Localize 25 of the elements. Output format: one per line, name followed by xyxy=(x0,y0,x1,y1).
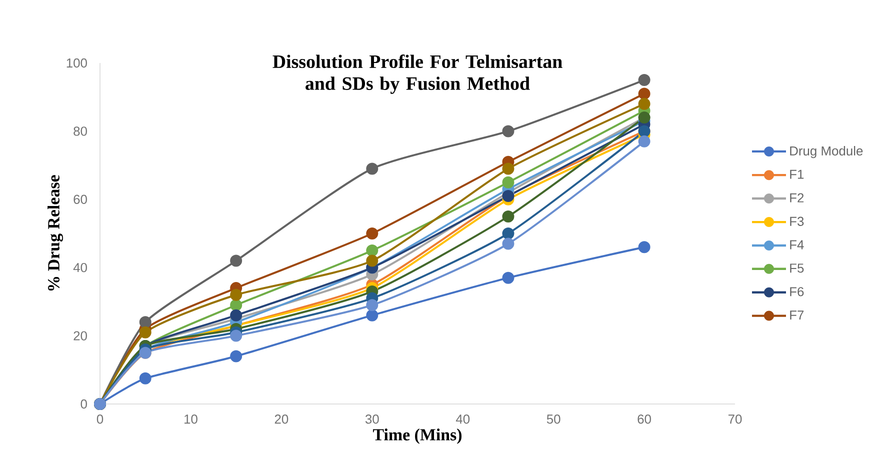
x-tick-label: 10 xyxy=(184,414,198,424)
legend-label: F3 xyxy=(790,216,804,226)
x-tick-label: 30 xyxy=(365,414,379,424)
y-tick-label: 80 xyxy=(74,126,87,136)
x-tick-label: 60 xyxy=(638,414,651,424)
x-tick-label: 0 xyxy=(96,414,104,424)
chart-title: Dissolution Profile For Telmisartan and SDs by Fusion Method xyxy=(272,54,562,94)
legend-label: Drug Module xyxy=(790,146,863,158)
legend-label: F1 xyxy=(790,170,804,179)
y-tick-label: 0 xyxy=(80,399,87,409)
legend-label: F6 xyxy=(790,287,804,296)
y-tick-label: 40 xyxy=(73,263,87,272)
legend-label: F5 xyxy=(790,264,804,273)
x-axis-title: Time (Mins) xyxy=(373,428,462,444)
x-tick-label: 40 xyxy=(456,414,470,424)
legend-label: F7 xyxy=(790,310,804,320)
x-tick-label: 70 xyxy=(728,414,742,424)
x-tick-label: 20 xyxy=(274,414,288,424)
legend-label: F2 xyxy=(790,193,804,202)
y-axis-title: % Drug Release xyxy=(48,175,64,291)
y-tick-label: 100 xyxy=(66,58,87,68)
legend-label: F4 xyxy=(790,240,804,250)
y-tick-label: 20 xyxy=(74,331,87,340)
x-tick-label: 50 xyxy=(546,414,560,424)
y-tick-label: 60 xyxy=(74,194,87,204)
